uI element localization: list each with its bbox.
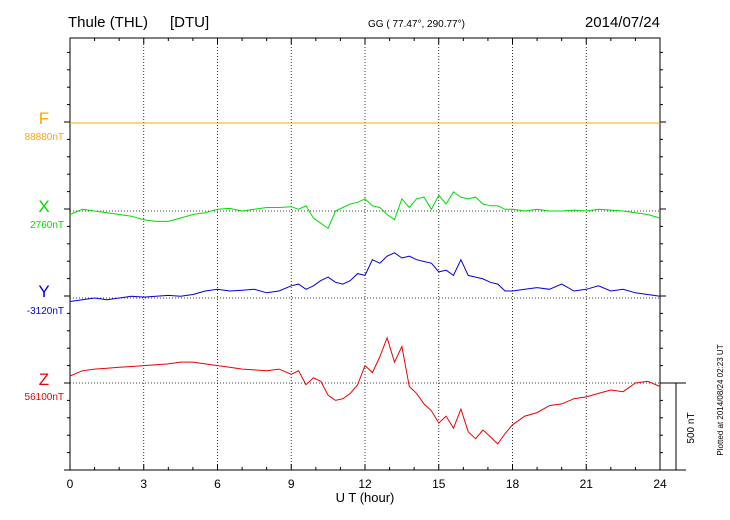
- x-tick-label: 3: [140, 477, 147, 491]
- x-tick-label: 6: [214, 477, 221, 491]
- series-name-z: Z: [39, 370, 49, 389]
- series-baseline-y: -3120nT: [27, 306, 64, 317]
- series-baseline-x: 2760nT: [30, 220, 64, 231]
- plotted-timestamp: Plotted at 2014/08/24 02:23 UT: [716, 344, 725, 455]
- institute-label: [DTU]: [170, 14, 209, 31]
- series-name-f: F: [39, 109, 49, 128]
- series-name-x: X: [38, 197, 49, 216]
- plot-date: 2014/07/24: [585, 14, 660, 31]
- series-baseline-z: 56100nT: [25, 392, 64, 403]
- series-lines: [69, 122, 661, 445]
- x-tick-label: 24: [653, 477, 667, 491]
- grid: [143, 38, 587, 470]
- x-tick-label: 15: [432, 477, 446, 491]
- series-line-z: [69, 336, 661, 445]
- x-tick-labels: 0 3 6 9 12 15 18 21 24: [67, 477, 667, 491]
- x-tick-label: 12: [358, 477, 372, 491]
- x-tick-label: 0: [67, 477, 74, 491]
- series-name-y: Y: [38, 282, 49, 301]
- series-labels: F 88880nT X 2760nT Y -3120nT Z 56100nT: [25, 109, 64, 403]
- series-line-y: [69, 252, 661, 302]
- geo-coords: GG ( 77.47°, 290.77°): [368, 19, 465, 30]
- x-tick-label: 21: [580, 477, 594, 491]
- scale-bar-label: 500 nT: [686, 412, 697, 443]
- series-baseline-f: 88880nT: [25, 132, 64, 143]
- x-tick-label: 9: [288, 477, 295, 491]
- x-tick-label: 18: [506, 477, 520, 491]
- station-title: Thule (THL): [68, 14, 148, 31]
- x-axis-label: U T (hour): [336, 490, 395, 505]
- scale-bar: 500 nT: [660, 382, 697, 471]
- series-line-x: [69, 191, 661, 230]
